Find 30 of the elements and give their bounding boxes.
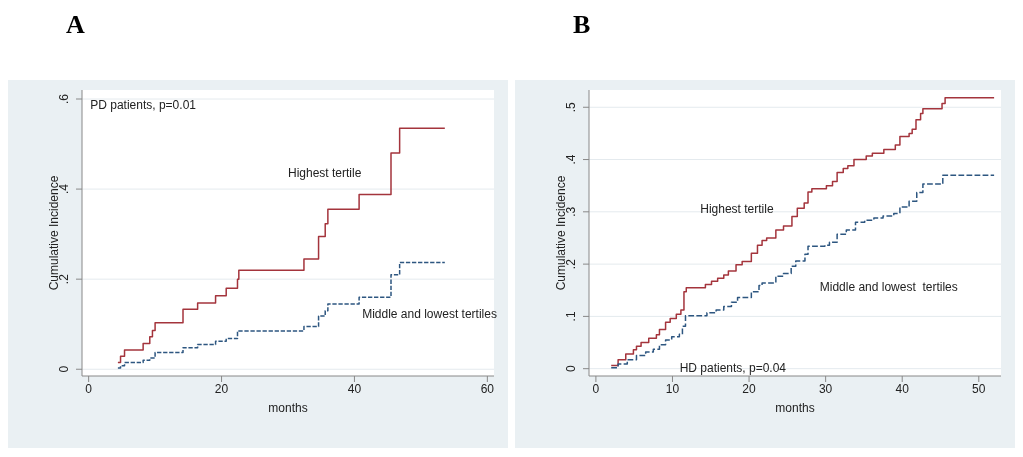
y-tick-label: .6 bbox=[57, 93, 71, 105]
series-label: Middle and lowest tertiles bbox=[362, 307, 497, 322]
y-tick-label: .1 bbox=[564, 311, 578, 322]
text: Middle and lowest tertiles bbox=[819, 280, 958, 295]
y-tick-label: .4 bbox=[57, 183, 71, 195]
x-tick-label: 30 bbox=[818, 381, 833, 396]
x-tick-label: 40 bbox=[895, 381, 910, 396]
x-tick-label: 20 bbox=[742, 381, 757, 396]
x-tick-label: 60 bbox=[480, 381, 495, 396]
x-axis-title: months bbox=[268, 401, 308, 415]
x-axis-title: months bbox=[775, 401, 815, 415]
x-tick-label: 50 bbox=[972, 381, 986, 396]
chart-title: A bbox=[65, 9, 86, 41]
y-tick-label: .5 bbox=[564, 101, 578, 113]
annotation: PD patients, p=0.01 bbox=[90, 98, 196, 113]
x-tick-label: 40 bbox=[347, 381, 362, 396]
y-tick-label: 0 bbox=[564, 365, 578, 373]
x-tick-label: 10 bbox=[665, 381, 680, 396]
y-tick-label: .3 bbox=[564, 206, 578, 217]
x-tick-label: 0 bbox=[85, 381, 93, 396]
y-tick-label: .2 bbox=[57, 273, 71, 285]
x-tick-label: 20 bbox=[214, 381, 229, 396]
chart-title: B bbox=[572, 9, 592, 41]
y-tick-label: .4 bbox=[564, 154, 578, 165]
y-tick-label: 0 bbox=[57, 365, 71, 373]
series-label: Highest tertile bbox=[288, 165, 362, 180]
y-tick-label: .2 bbox=[564, 258, 578, 270]
x-tick-label: 0 bbox=[592, 381, 600, 396]
annotation: HD patients, p=0.04 bbox=[679, 360, 787, 375]
series-label: Highest tertile bbox=[700, 201, 774, 216]
